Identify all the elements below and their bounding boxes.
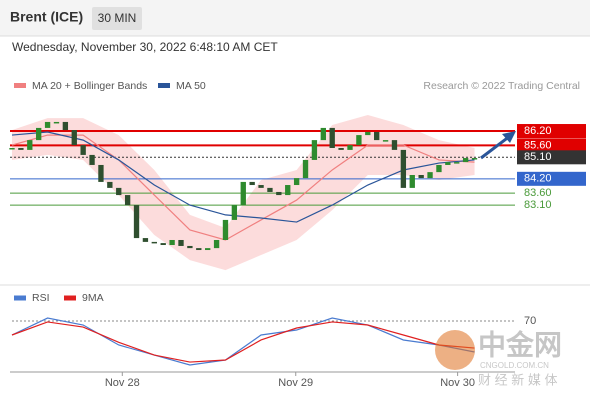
candle [462,158,469,163]
level-label: 83.60 [524,187,552,199]
x-tick-label: Nov 28 [105,377,140,389]
candle [267,187,273,192]
candle [187,245,193,249]
watermark: 中金网 CNGOLD.COM.CN 财 经 新 媒 体 [435,328,562,387]
candle [427,172,433,179]
candle [133,205,140,239]
candle [329,127,335,148]
candle [44,121,51,128]
candle [169,239,175,246]
interval: 30 MIN [98,11,137,25]
candle [409,174,415,188]
candle [71,130,77,146]
level-box [517,150,586,165]
candle [18,147,24,150]
arrow-shaft [480,134,511,160]
candle [338,147,344,150]
candle [89,154,95,165]
level-label: 84.20 [524,173,552,185]
rsi-line [11,317,475,366]
credit: Research © 2022 Trading Central [423,80,580,92]
candle [53,121,60,124]
candle [116,187,122,196]
level-box [517,138,586,153]
candle [391,140,398,150]
candle [436,164,442,173]
candle [240,181,246,206]
watermark-name: 中金网 [478,328,562,360]
candle [142,238,149,242]
candle [9,147,15,150]
level-label: 83.10 [524,199,552,211]
candle [98,164,104,182]
candle [124,195,131,206]
rsi-line [11,321,475,363]
legend-label: 9MA [82,292,104,304]
x-tick-label: Nov 30 [440,377,475,389]
legend-swatch [14,295,26,301]
candle [445,162,451,165]
level-box [517,124,586,139]
legend-swatch [158,83,170,88]
candle [293,178,300,186]
candle [205,248,211,251]
candle [302,159,309,179]
interval-badge [92,7,142,30]
watermark-logo [435,330,475,370]
candle [276,191,282,196]
title: Brent (ICE) [10,9,83,25]
candle [160,243,166,246]
legend-label: RSI [32,292,50,304]
watermark-tagline: 财 经 新 媒 体 [478,372,557,387]
y-tick-label: 70 [524,315,536,327]
bollinger-band [12,115,475,271]
level-label: 85.10 [524,151,552,163]
candle [178,239,184,246]
level-label: 85.60 [524,139,552,151]
candle [347,145,353,150]
datetime: Wednesday, November 30, 2022 6:48:10 AM … [12,40,278,54]
moving-average [11,134,475,241]
candle [222,219,229,240]
candle [36,127,42,141]
candle [151,241,157,244]
candle [285,185,291,196]
candle [471,158,478,160]
candle [27,140,33,150]
legend-swatch [14,83,26,88]
x-tick-label: Nov 29 [278,377,313,389]
candle [213,239,220,249]
candle [62,121,69,131]
legend-swatch [64,295,76,301]
candle [365,131,371,136]
candle [454,162,460,164]
candle [418,174,424,179]
moving-average [11,131,475,223]
level-label: 86.20 [524,125,552,137]
candle [107,181,113,188]
arrow-head [502,131,516,143]
candle [374,131,380,141]
candle [196,248,202,251]
legend-label: MA 50 [176,80,206,92]
candle [258,185,264,188]
candle [356,135,362,146]
header-bar [0,0,590,36]
candle [80,145,86,155]
forecast-arrow [480,131,516,160]
candle [311,140,318,160]
candle [231,205,238,220]
candle [400,149,407,188]
candle [382,140,389,142]
watermark-url: CNGOLD.COM.CN [480,361,549,370]
legend-label: MA 20 + Bollinger Bands [32,80,147,92]
candle [320,127,326,141]
candle [249,181,255,186]
level-box [517,171,586,186]
